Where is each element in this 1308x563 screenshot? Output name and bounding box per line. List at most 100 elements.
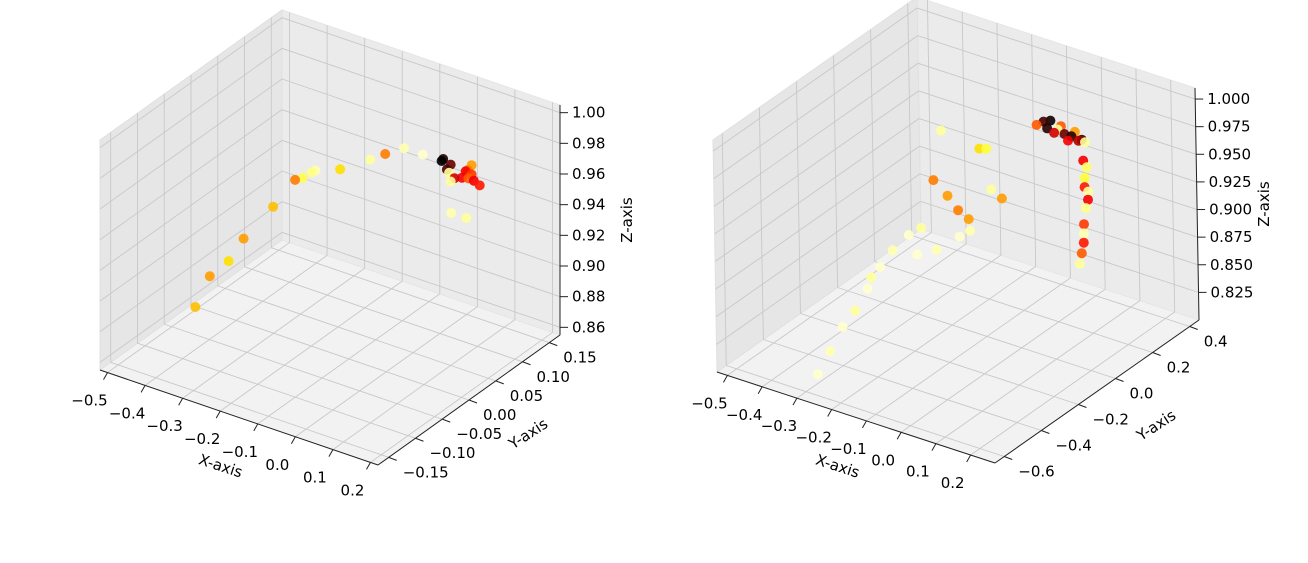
z-gridline bbox=[918, 90, 1197, 183]
z-gridline bbox=[281, 78, 561, 175]
z-gridline bbox=[281, 47, 561, 144]
x-tick-label: −0.5 bbox=[691, 394, 727, 412]
y-gridline bbox=[837, 287, 1116, 379]
data-point bbox=[1083, 186, 1094, 197]
left-3d-scatter-chart: −0.5−0.4−0.3−0.2−0.1 0.0 0.1 0.2 −0.15−0.10−… bbox=[71, 9, 636, 499]
data-point bbox=[875, 261, 886, 272]
data-point bbox=[290, 174, 301, 185]
z-tick-label: 1.00 bbox=[572, 104, 605, 122]
y-gridline bbox=[726, 365, 1005, 457]
data-point bbox=[1031, 119, 1042, 130]
y-gridline bbox=[110, 361, 389, 458]
x-tick-label: −0.1 bbox=[830, 440, 866, 458]
data-point bbox=[850, 305, 861, 316]
data-point bbox=[1049, 127, 1060, 138]
z-gridline bbox=[919, 173, 1199, 266]
data-point bbox=[1080, 137, 1090, 148]
y-tick-label: −0.10 bbox=[429, 444, 475, 462]
data-point bbox=[238, 233, 249, 244]
x-tick-label: −0.4 bbox=[109, 404, 145, 422]
x-gridline bbox=[866, 277, 1071, 422]
data-point bbox=[912, 249, 923, 260]
x-tick bbox=[215, 410, 221, 419]
z-tick-label: 0.825 bbox=[1211, 283, 1254, 301]
z-gridline bbox=[917, 35, 1196, 128]
x-tick-label: 0.1 bbox=[303, 469, 327, 487]
y-gridline bbox=[244, 266, 523, 363]
y-tick bbox=[549, 342, 558, 347]
data-point bbox=[306, 167, 317, 178]
side-wall-pane bbox=[712, 0, 922, 373]
z-tick-label: 0.90 bbox=[572, 257, 605, 275]
z-gridline bbox=[713, 62, 919, 207]
y-tick bbox=[1152, 352, 1161, 356]
right-3d-scatter-panel: −0.5 −0.4 −0.3 −0.2 −0.1 0.0 0.1 0.2 −0.6 −0.4 −0.… bbox=[617, 0, 1273, 558]
data-point bbox=[837, 322, 848, 332]
data-point bbox=[1079, 172, 1090, 183]
x-tick-label: −0.3 bbox=[146, 417, 182, 435]
z-gridline bbox=[281, 201, 561, 298]
data-point bbox=[417, 149, 428, 160]
z-tick-label: 0.850 bbox=[1210, 256, 1253, 274]
data-point bbox=[942, 190, 953, 201]
y-tick bbox=[495, 380, 504, 385]
y-tick-label: −0.2 bbox=[1092, 411, 1128, 429]
data-point bbox=[1078, 237, 1089, 248]
data-point bbox=[887, 245, 898, 256]
data-point bbox=[825, 346, 836, 357]
y-tick-label: −0.05 bbox=[456, 425, 502, 443]
x-gridline bbox=[900, 288, 1106, 433]
y-axis-label: Y-axis bbox=[1133, 406, 1180, 445]
x-gridline bbox=[727, 232, 932, 376]
x-gridline bbox=[935, 300, 1141, 445]
z-gridline bbox=[99, 139, 283, 271]
y-tick bbox=[1041, 430, 1050, 434]
data-point bbox=[928, 175, 939, 186]
x-tick bbox=[366, 462, 371, 470]
x-tick-label: −0.1 bbox=[222, 443, 258, 461]
x-tick-label: 0.1 bbox=[906, 463, 930, 481]
x-tick bbox=[290, 436, 296, 445]
x-tick bbox=[253, 423, 259, 432]
z-gridline bbox=[99, 231, 283, 363]
x-tick bbox=[931, 443, 937, 451]
y-tick bbox=[468, 399, 478, 404]
y-tick bbox=[1004, 456, 1013, 460]
data-point bbox=[1081, 162, 1092, 173]
data-point bbox=[953, 205, 964, 216]
y-gridline bbox=[911, 235, 1190, 327]
y-tick bbox=[442, 418, 451, 423]
y-tick bbox=[1078, 404, 1087, 408]
data-point bbox=[986, 184, 997, 195]
x-tick bbox=[178, 397, 184, 406]
data-point bbox=[204, 271, 215, 282]
x-tick-label: 0.2 bbox=[341, 481, 365, 499]
data-point bbox=[1079, 219, 1089, 230]
y-tick-label: −0.15 bbox=[403, 463, 449, 481]
z-tick-label: 0.86 bbox=[572, 318, 605, 336]
data-point bbox=[1083, 194, 1093, 205]
z-gridline bbox=[281, 139, 561, 236]
data-point bbox=[936, 125, 946, 136]
x-tick bbox=[140, 385, 146, 393]
y-tick-label: 0.05 bbox=[510, 387, 543, 405]
z-tick-label: 0.88 bbox=[572, 288, 605, 306]
data-point bbox=[335, 164, 346, 175]
data-point bbox=[190, 302, 201, 312]
data-point bbox=[1063, 135, 1073, 146]
z-tick-label: 0.94 bbox=[572, 196, 605, 214]
data-point bbox=[223, 256, 234, 267]
x-tick-label: 0.2 bbox=[941, 474, 965, 492]
y-tick-label: 0.4 bbox=[1204, 333, 1228, 351]
y-tick bbox=[1115, 378, 1124, 382]
x-tick-label: 0.0 bbox=[265, 456, 289, 474]
right-3d-scatter-chart: −0.5−0.4−0.3−0.2−0.10.00.10.2−0.6−0.4−0.… bbox=[691, 0, 1273, 492]
x-axis-line bbox=[716, 371, 996, 464]
z-tick-label: 0.875 bbox=[1210, 228, 1253, 246]
y-tick bbox=[1189, 326, 1198, 330]
z-gridline bbox=[99, 170, 283, 302]
y-gridline bbox=[137, 342, 416, 439]
y-tick-label: −0.6 bbox=[1018, 463, 1054, 481]
z-gridline bbox=[713, 35, 918, 180]
